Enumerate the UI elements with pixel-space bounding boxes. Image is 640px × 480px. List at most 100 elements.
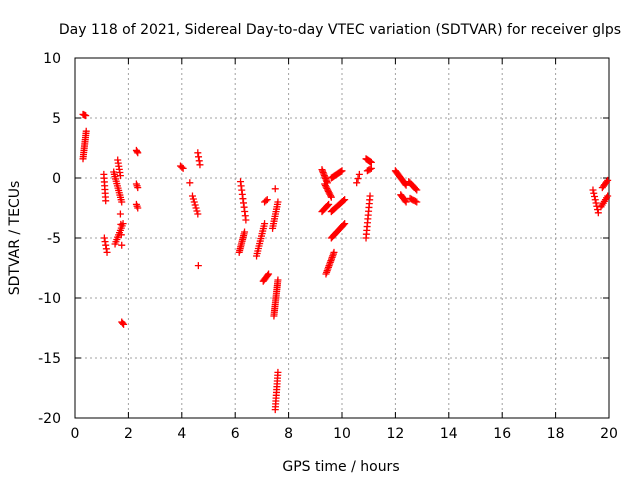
tick-labels: 0 2 4 6 8 10 12 14 16 18 20 -20 -15 -10 -5 0 5 10 <box>38 51 618 442</box>
data-point <box>179 164 187 172</box>
data-point <box>592 199 600 207</box>
data-point <box>178 163 186 171</box>
data-point <box>594 209 602 217</box>
data-point <box>274 276 282 284</box>
data-point <box>82 112 90 120</box>
y-tick-label: 10 <box>43 51 61 67</box>
data-point <box>338 167 346 175</box>
data-point <box>241 228 249 236</box>
data-point <box>341 196 349 204</box>
data-point <box>355 170 363 178</box>
data-point <box>134 204 142 212</box>
data-point <box>189 195 197 203</box>
y-tick-label: -15 <box>38 351 61 367</box>
data-point <box>262 197 270 205</box>
data-point <box>337 167 345 175</box>
data-point <box>102 197 110 205</box>
data-points <box>79 110 612 414</box>
data-point <box>263 196 271 204</box>
y-tick-label: -20 <box>38 411 61 427</box>
data-point <box>604 176 612 184</box>
x-tick-label: 14 <box>440 426 458 442</box>
data-point <box>412 185 420 193</box>
data-point <box>604 192 612 200</box>
x-tick-label: 10 <box>333 426 351 442</box>
data-point <box>353 179 361 187</box>
data-point <box>102 241 110 249</box>
data-point <box>116 172 124 180</box>
data-point <box>274 198 282 206</box>
x-tick-label: 2 <box>124 426 133 442</box>
data-point <box>327 193 335 201</box>
y-axis-label: SDTVAR / TECUs <box>7 181 23 296</box>
data-point <box>324 201 332 209</box>
data-point <box>193 207 201 215</box>
data-point <box>340 197 348 205</box>
data-point <box>192 204 200 212</box>
data-point <box>366 192 374 200</box>
data-point <box>341 220 349 228</box>
data-point <box>261 220 269 228</box>
data-point <box>274 368 282 376</box>
y-tick-label: 0 <box>52 171 61 187</box>
x-tick-label: 12 <box>386 426 404 442</box>
data-point <box>190 198 198 206</box>
data-point <box>195 157 203 165</box>
data-point <box>120 320 128 328</box>
data-point <box>102 245 110 253</box>
data-point <box>591 196 599 204</box>
data-point <box>242 216 250 224</box>
data-point <box>194 210 202 218</box>
x-tick-label: 4 <box>177 426 186 442</box>
data-point <box>340 221 348 229</box>
x-tick-label: 18 <box>547 426 565 442</box>
data-point <box>186 179 194 187</box>
data-point <box>367 164 375 172</box>
data-point <box>191 201 199 209</box>
data-point <box>134 149 142 157</box>
data-point <box>402 181 410 189</box>
data-point <box>265 270 273 278</box>
data-point <box>327 192 335 200</box>
y-tick-label: -5 <box>47 231 61 247</box>
data-point <box>271 185 279 193</box>
data-point <box>264 271 272 279</box>
data-point <box>103 248 111 256</box>
data-point <box>116 210 124 218</box>
x-tick-label: 8 <box>284 426 293 442</box>
x-tick-label: 0 <box>71 426 80 442</box>
data-point <box>330 248 338 256</box>
data-point <box>133 148 141 156</box>
data-point <box>589 186 597 194</box>
data-point <box>590 189 598 197</box>
data-point <box>100 234 108 242</box>
data-point <box>117 231 125 239</box>
data-point <box>195 153 203 161</box>
data-point <box>366 165 374 173</box>
data-point <box>401 197 409 205</box>
data-point <box>119 319 127 327</box>
data-point <box>82 127 90 135</box>
data-point <box>117 220 125 228</box>
x-tick-label: 6 <box>231 426 240 442</box>
data-point <box>411 197 419 205</box>
x-tick-label: 20 <box>600 426 618 442</box>
data-point <box>188 192 196 200</box>
data-point <box>603 178 611 186</box>
y-tick-label: -10 <box>38 291 61 307</box>
y-tick-label: 5 <box>52 111 61 127</box>
data-point <box>354 175 362 183</box>
x-tick-label: 16 <box>493 426 511 442</box>
data-point <box>134 184 142 192</box>
data-point <box>196 161 204 169</box>
data-point <box>118 198 126 206</box>
data-point <box>367 158 375 166</box>
data-point <box>325 200 333 208</box>
data-point <box>413 198 421 206</box>
x-axis-label: GPS time / hours <box>282 459 399 475</box>
data-point <box>118 241 126 249</box>
data-point <box>101 238 109 246</box>
chart-title: Day 118 of 2021, Sidereal Day-to-day VTE… <box>59 22 621 38</box>
